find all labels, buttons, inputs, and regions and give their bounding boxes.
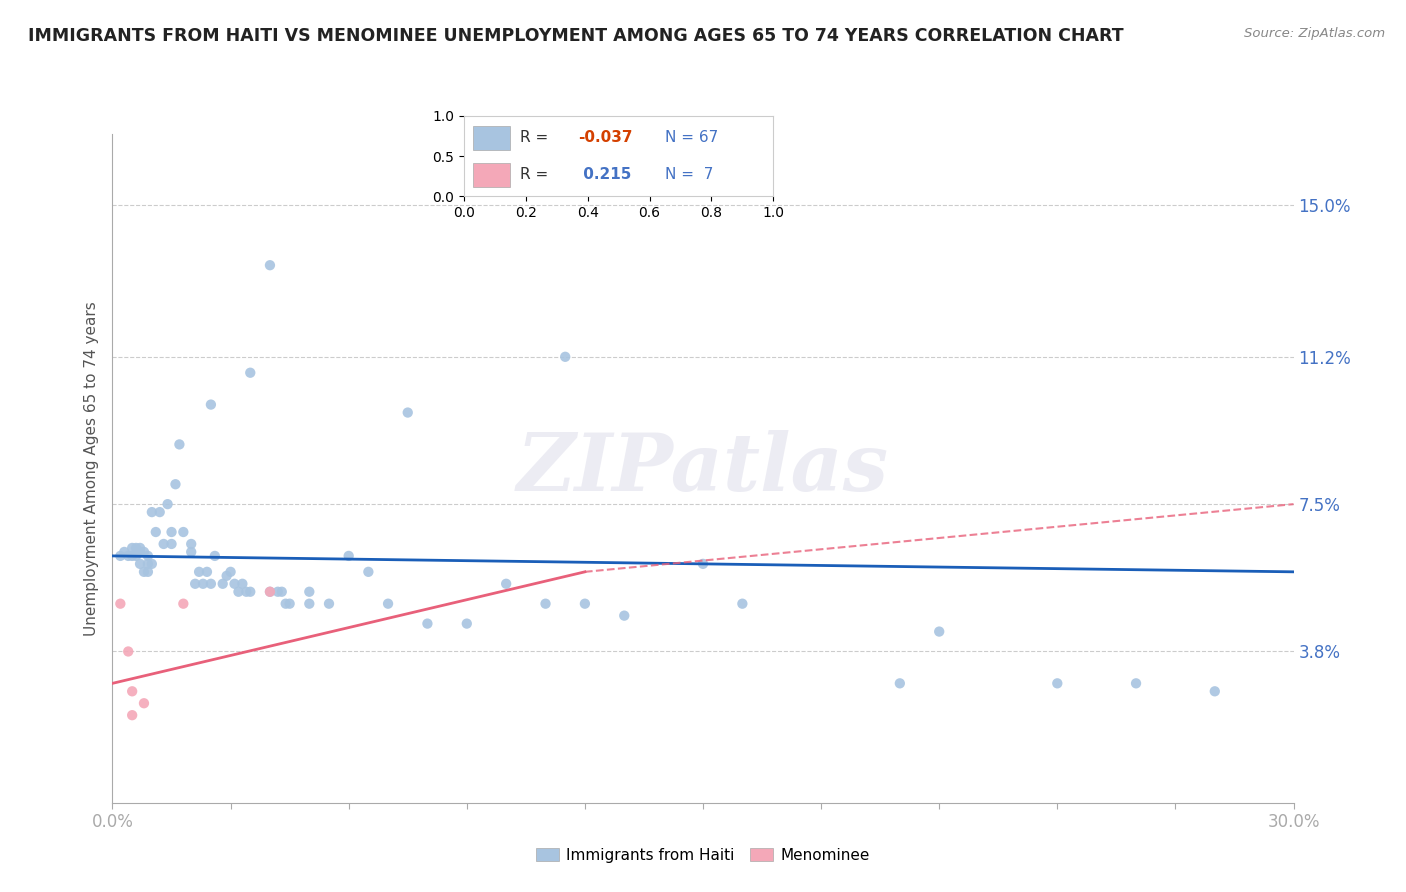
Point — [278, 597, 301, 611]
Point — [204, 549, 226, 563]
Point — [889, 676, 911, 690]
Point — [239, 584, 262, 599]
Point — [228, 584, 250, 599]
Point — [172, 597, 194, 611]
Point — [235, 584, 257, 599]
Point — [117, 644, 139, 658]
Point — [224, 576, 246, 591]
Point — [239, 366, 262, 380]
Point — [270, 584, 292, 599]
Bar — [474, 126, 510, 150]
Point — [1046, 676, 1069, 690]
Point — [731, 597, 754, 611]
Point — [136, 557, 159, 571]
Point — [219, 565, 242, 579]
Point — [259, 584, 281, 599]
Point — [110, 549, 132, 563]
Point — [195, 565, 218, 579]
Point — [200, 398, 222, 412]
Point — [125, 541, 148, 555]
Point — [129, 541, 152, 555]
Text: IMMIGRANTS FROM HAITI VS MENOMINEE UNEMPLOYMENT AMONG AGES 65 TO 74 YEARS CORREL: IMMIGRANTS FROM HAITI VS MENOMINEE UNEMP… — [28, 27, 1123, 45]
Point — [110, 597, 132, 611]
Point — [141, 505, 163, 519]
Point — [274, 597, 297, 611]
Point — [152, 537, 174, 551]
Point — [259, 258, 281, 272]
Text: 0.215: 0.215 — [578, 167, 631, 182]
Text: ZIPatlas: ZIPatlas — [517, 430, 889, 507]
Point — [211, 576, 233, 591]
Point — [121, 684, 143, 698]
Point — [180, 537, 202, 551]
Point — [231, 576, 253, 591]
Point — [215, 569, 238, 583]
Point — [156, 497, 179, 511]
Point — [129, 557, 152, 571]
Text: N = 67: N = 67 — [665, 130, 718, 145]
Point — [298, 597, 321, 611]
Point — [259, 584, 281, 599]
Point — [298, 584, 321, 599]
Point — [200, 576, 222, 591]
Point — [180, 545, 202, 559]
Point — [169, 437, 191, 451]
Text: Source: ZipAtlas.com: Source: ZipAtlas.com — [1244, 27, 1385, 40]
Point — [129, 545, 152, 559]
Text: R =: R = — [520, 167, 553, 182]
Point — [121, 708, 143, 723]
Point — [396, 406, 419, 420]
Point — [318, 597, 340, 611]
Point — [125, 549, 148, 563]
Point — [1125, 676, 1147, 690]
Point — [145, 524, 167, 539]
Point — [534, 597, 557, 611]
Point — [1204, 684, 1226, 698]
Point — [172, 524, 194, 539]
Point — [132, 565, 155, 579]
Point — [416, 616, 439, 631]
Point — [132, 545, 155, 559]
Point — [184, 576, 207, 591]
Point — [495, 576, 517, 591]
Point — [337, 549, 360, 563]
Point — [613, 608, 636, 623]
Point — [160, 537, 183, 551]
Point — [117, 549, 139, 563]
Point — [928, 624, 950, 639]
Point — [165, 477, 187, 491]
Y-axis label: Unemployment Among Ages 65 to 74 years: Unemployment Among Ages 65 to 74 years — [83, 301, 98, 636]
Point — [377, 597, 399, 611]
Point — [267, 584, 290, 599]
Point — [554, 350, 576, 364]
Point — [456, 616, 478, 631]
Text: N =  7: N = 7 — [665, 167, 713, 182]
Point — [141, 557, 163, 571]
Point — [357, 565, 380, 579]
Text: -0.037: -0.037 — [578, 130, 633, 145]
Point — [136, 549, 159, 563]
Legend: Immigrants from Haiti, Menominee: Immigrants from Haiti, Menominee — [530, 841, 876, 869]
Point — [149, 505, 172, 519]
Point — [132, 696, 155, 710]
Point — [191, 576, 214, 591]
Point — [574, 597, 596, 611]
Point — [136, 565, 159, 579]
Point — [188, 565, 211, 579]
Point — [112, 545, 135, 559]
Point — [121, 541, 143, 555]
Point — [121, 549, 143, 563]
Bar — [474, 162, 510, 186]
Point — [692, 557, 714, 571]
Text: R =: R = — [520, 130, 553, 145]
Point — [160, 524, 183, 539]
